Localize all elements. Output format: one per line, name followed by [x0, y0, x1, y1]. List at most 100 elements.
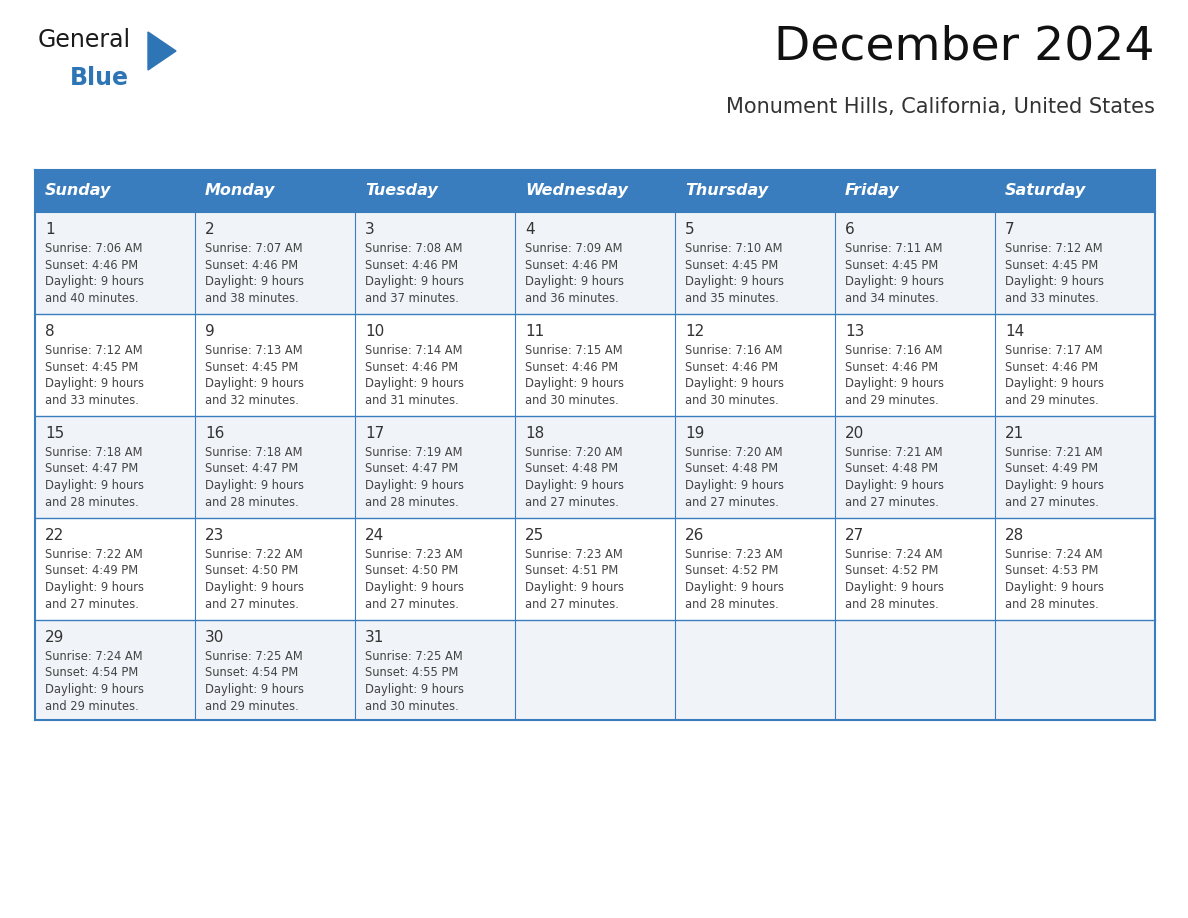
- Text: Sunrise: 7:22 AM: Sunrise: 7:22 AM: [45, 548, 143, 561]
- Text: Tuesday: Tuesday: [365, 184, 437, 198]
- Bar: [355, 170, 516, 212]
- Text: Sunset: 4:49 PM: Sunset: 4:49 PM: [1005, 463, 1098, 476]
- Bar: [355, 620, 516, 720]
- Bar: [675, 416, 835, 518]
- Text: Sunset: 4:54 PM: Sunset: 4:54 PM: [206, 666, 298, 679]
- Text: and 29 minutes.: and 29 minutes.: [845, 394, 939, 407]
- Bar: [516, 416, 675, 518]
- Text: Sunset: 4:48 PM: Sunset: 4:48 PM: [685, 463, 778, 476]
- Bar: [34, 518, 195, 620]
- Text: Sunrise: 7:25 AM: Sunrise: 7:25 AM: [206, 650, 303, 663]
- Text: Daylight: 9 hours: Daylight: 9 hours: [45, 581, 144, 594]
- Bar: [516, 212, 675, 314]
- Text: Sunset: 4:54 PM: Sunset: 4:54 PM: [45, 666, 138, 679]
- Bar: [675, 212, 835, 314]
- Text: Sunrise: 7:22 AM: Sunrise: 7:22 AM: [206, 548, 303, 561]
- Text: Daylight: 9 hours: Daylight: 9 hours: [685, 479, 784, 492]
- Bar: [996, 212, 1155, 314]
- Text: Daylight: 9 hours: Daylight: 9 hours: [45, 377, 144, 390]
- Text: and 30 minutes.: and 30 minutes.: [685, 394, 779, 407]
- Text: 17: 17: [365, 426, 384, 441]
- Text: Sunrise: 7:24 AM: Sunrise: 7:24 AM: [45, 650, 143, 663]
- Text: Sunrise: 7:23 AM: Sunrise: 7:23 AM: [365, 548, 463, 561]
- Text: Sunday: Sunday: [45, 184, 112, 198]
- Text: December 2024: December 2024: [775, 25, 1155, 70]
- Text: Sunrise: 7:24 AM: Sunrise: 7:24 AM: [845, 548, 942, 561]
- Text: Daylight: 9 hours: Daylight: 9 hours: [365, 275, 465, 288]
- Text: Daylight: 9 hours: Daylight: 9 hours: [845, 581, 944, 594]
- Text: Monument Hills, California, United States: Monument Hills, California, United State…: [726, 97, 1155, 117]
- Bar: [835, 314, 996, 416]
- Bar: [835, 518, 996, 620]
- Bar: [996, 314, 1155, 416]
- Text: and 35 minutes.: and 35 minutes.: [685, 292, 779, 305]
- Text: and 28 minutes.: and 28 minutes.: [365, 496, 459, 509]
- Text: Sunrise: 7:23 AM: Sunrise: 7:23 AM: [685, 548, 783, 561]
- Text: 20: 20: [845, 426, 864, 441]
- Text: and 34 minutes.: and 34 minutes.: [845, 292, 939, 305]
- Bar: [675, 170, 835, 212]
- Bar: [516, 314, 675, 416]
- Bar: [355, 212, 516, 314]
- Text: Sunrise: 7:13 AM: Sunrise: 7:13 AM: [206, 344, 303, 357]
- Text: General: General: [38, 28, 131, 52]
- Text: 28: 28: [1005, 528, 1024, 543]
- Text: and 27 minutes.: and 27 minutes.: [685, 496, 779, 509]
- Text: 12: 12: [685, 324, 704, 339]
- Text: 23: 23: [206, 528, 225, 543]
- Bar: [996, 416, 1155, 518]
- Bar: [355, 314, 516, 416]
- Text: Daylight: 9 hours: Daylight: 9 hours: [845, 479, 944, 492]
- Text: and 27 minutes.: and 27 minutes.: [845, 496, 939, 509]
- Text: 19: 19: [685, 426, 704, 441]
- Text: Sunrise: 7:17 AM: Sunrise: 7:17 AM: [1005, 344, 1102, 357]
- Text: 25: 25: [525, 528, 544, 543]
- Bar: [516, 620, 675, 720]
- Text: Blue: Blue: [70, 66, 129, 90]
- Text: and 40 minutes.: and 40 minutes.: [45, 292, 139, 305]
- Bar: [34, 416, 195, 518]
- Polygon shape: [148, 32, 176, 70]
- Text: and 28 minutes.: and 28 minutes.: [845, 598, 939, 610]
- Text: 26: 26: [685, 528, 704, 543]
- Bar: [355, 518, 516, 620]
- Text: Sunset: 4:52 PM: Sunset: 4:52 PM: [845, 565, 939, 577]
- Text: 22: 22: [45, 528, 64, 543]
- Text: Sunrise: 7:14 AM: Sunrise: 7:14 AM: [365, 344, 462, 357]
- Bar: [996, 518, 1155, 620]
- Text: Sunset: 4:49 PM: Sunset: 4:49 PM: [45, 565, 138, 577]
- Text: Wednesday: Wednesday: [525, 184, 628, 198]
- Text: Sunset: 4:47 PM: Sunset: 4:47 PM: [206, 463, 298, 476]
- Text: Sunrise: 7:08 AM: Sunrise: 7:08 AM: [365, 242, 462, 255]
- Text: 6: 6: [845, 222, 854, 237]
- Text: and 29 minutes.: and 29 minutes.: [1005, 394, 1099, 407]
- Bar: [675, 518, 835, 620]
- Text: Sunset: 4:48 PM: Sunset: 4:48 PM: [845, 463, 939, 476]
- Text: 18: 18: [525, 426, 544, 441]
- Text: Thursday: Thursday: [685, 184, 769, 198]
- Text: and 33 minutes.: and 33 minutes.: [1005, 292, 1099, 305]
- Bar: [195, 170, 355, 212]
- Text: Daylight: 9 hours: Daylight: 9 hours: [206, 581, 304, 594]
- Text: Sunrise: 7:18 AM: Sunrise: 7:18 AM: [45, 446, 143, 459]
- Text: 11: 11: [525, 324, 544, 339]
- Bar: [835, 212, 996, 314]
- Text: and 32 minutes.: and 32 minutes.: [206, 394, 299, 407]
- Bar: [996, 170, 1155, 212]
- Text: Sunset: 4:46 PM: Sunset: 4:46 PM: [845, 361, 939, 374]
- Bar: [195, 518, 355, 620]
- Text: Daylight: 9 hours: Daylight: 9 hours: [525, 377, 624, 390]
- Text: 24: 24: [365, 528, 384, 543]
- Text: and 27 minutes.: and 27 minutes.: [525, 598, 619, 610]
- Text: Daylight: 9 hours: Daylight: 9 hours: [685, 275, 784, 288]
- Text: Sunset: 4:45 PM: Sunset: 4:45 PM: [1005, 259, 1098, 272]
- Bar: [34, 212, 195, 314]
- Text: and 29 minutes.: and 29 minutes.: [206, 700, 298, 712]
- Text: Sunset: 4:48 PM: Sunset: 4:48 PM: [525, 463, 618, 476]
- Text: Sunset: 4:46 PM: Sunset: 4:46 PM: [45, 259, 138, 272]
- Text: Sunrise: 7:25 AM: Sunrise: 7:25 AM: [365, 650, 463, 663]
- Bar: [835, 620, 996, 720]
- Text: Sunset: 4:47 PM: Sunset: 4:47 PM: [365, 463, 459, 476]
- Text: Daylight: 9 hours: Daylight: 9 hours: [525, 479, 624, 492]
- Text: and 27 minutes.: and 27 minutes.: [45, 598, 139, 610]
